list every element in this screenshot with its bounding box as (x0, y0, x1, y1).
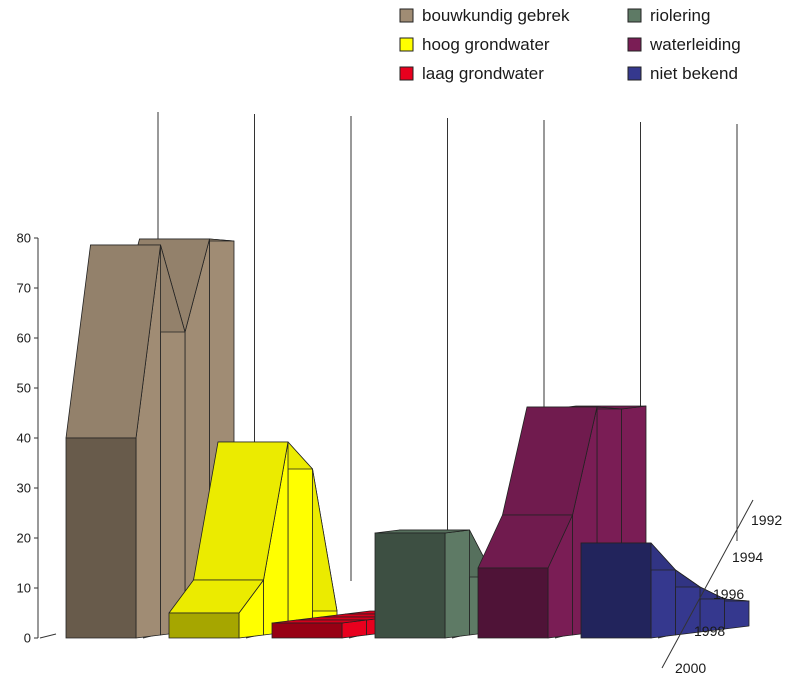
legend-label: bouwkundig gebrek (422, 6, 570, 25)
legend-label: hoog grondwater (422, 35, 550, 54)
depth-label: 2000 (675, 660, 706, 676)
legend-swatch (399, 8, 414, 23)
depth-label: 1994 (732, 549, 763, 565)
series-front-face (580, 542, 652, 639)
series-hoog-grondwater (168, 441, 338, 639)
series-laag-grondwater (271, 610, 441, 639)
y-tick-label: 10 (17, 581, 31, 596)
legend-label: laag grondwater (422, 64, 544, 83)
y-tick-label: 70 (17, 281, 31, 296)
series-side-face (724, 598, 750, 630)
y-tick-label: 0 (24, 631, 31, 646)
depth-label: 1998 (694, 623, 725, 639)
legend-swatch (627, 37, 642, 52)
y-tick-label: 40 (17, 431, 31, 446)
series-front-face (271, 622, 343, 639)
y-tick-label: 30 (17, 481, 31, 496)
depth-label: 1996 (713, 586, 744, 602)
legend-label: niet bekend (650, 64, 738, 83)
series-niet-bekend (580, 542, 750, 639)
legend-label: riolering (650, 6, 710, 25)
y-tick-label: 50 (17, 381, 31, 396)
legend-swatch (627, 66, 642, 81)
legend-swatch (627, 8, 642, 23)
series-front-face (65, 437, 137, 639)
plot-area (65, 238, 750, 639)
series-front-face (374, 532, 446, 639)
back-wall-lines (157, 112, 738, 581)
depth-label: 1992 (751, 512, 782, 528)
legend-label: waterleiding (649, 35, 741, 54)
legend-swatch (399, 66, 414, 81)
y-tick-label: 20 (17, 531, 31, 546)
depth-axis-line (661, 499, 754, 669)
series-side-face (287, 441, 313, 633)
value-axis: 0 10 20 30 40 50 60 70 80 (17, 231, 675, 646)
series-front-face (477, 567, 549, 639)
floor-tick (39, 633, 57, 639)
y-tick-label: 60 (17, 331, 31, 346)
legend: bouwkundig gebrek riolering hoog grondwate… (399, 6, 741, 83)
series-front-face (168, 612, 240, 639)
y-tick-label: 80 (17, 231, 31, 246)
depth-axis: 1992 1994 1996 1998 2000 (661, 499, 782, 676)
legend-swatch (399, 37, 414, 52)
series-side-face (444, 529, 470, 639)
